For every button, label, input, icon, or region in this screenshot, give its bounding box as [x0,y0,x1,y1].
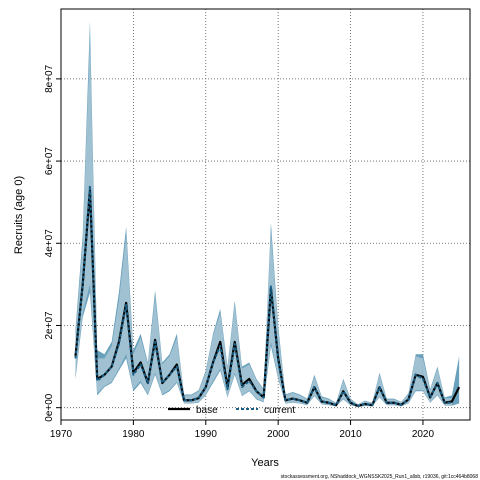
y-tick-label: 8e+07 [44,64,55,93]
series-lines [74,184,461,408]
x-tick-label: 1980 [122,429,145,440]
x-axis-title: Years [251,457,279,469]
x-tick-label: 1970 [50,429,73,440]
x-tick-label: 2010 [339,429,362,440]
y-tick-label: 2e+07 [44,311,55,340]
legend-current-label: current [264,405,295,416]
legend-base-label: base [196,405,218,416]
series-line-current [74,184,452,408]
confidence-band-current [75,37,452,407]
x-axis: 1970 1980 1990 2000 2010 2020 [50,420,435,440]
y-axis-title: Recruits (age 0) [13,176,25,254]
x-tick-label: 2020 [412,429,435,440]
x-tick-label: 2000 [267,429,290,440]
x-tick-label: 1990 [195,429,218,440]
footnote: stockassessment.org, NShaddock_WGNSSK202… [281,474,479,480]
legend: base current [168,405,295,416]
y-tick-label: 4e+07 [44,229,55,258]
y-tick-label: 0e+00 [44,393,55,422]
y-axis: 0e+00 2e+07 4e+07 6e+07 8e+07 [44,64,61,422]
plot-frame [60,8,471,421]
y-tick-label: 6e+07 [44,147,55,176]
